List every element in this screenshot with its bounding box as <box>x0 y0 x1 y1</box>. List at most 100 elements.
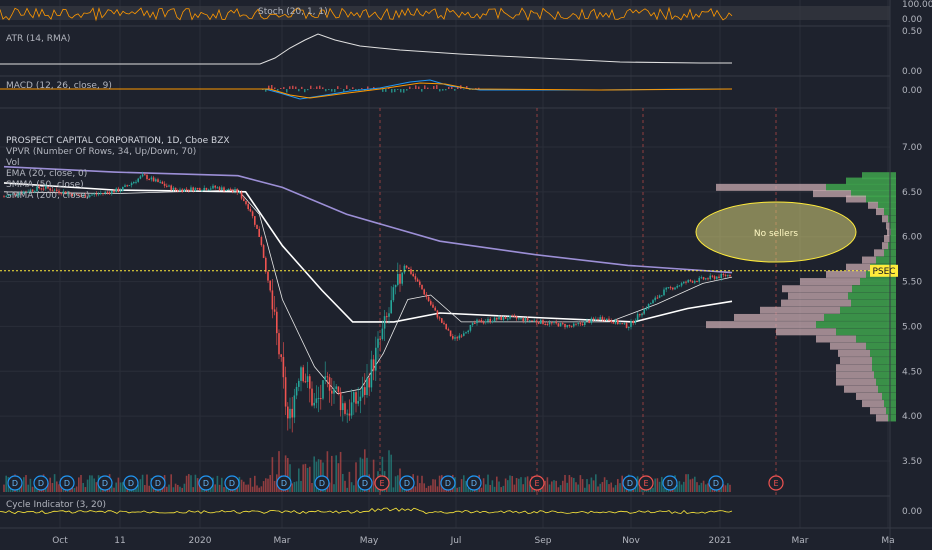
event-marker-label: D <box>102 479 108 488</box>
volume-bar <box>361 458 364 492</box>
candle-body <box>656 297 659 299</box>
vpvr-row-up <box>872 364 896 372</box>
macd-hist-bar <box>391 89 393 93</box>
legend-vpvr[interactable]: VPVR (Number Of Rows, 34, Up/Down, 70) <box>6 147 196 157</box>
candle-body <box>293 395 296 418</box>
candle-body <box>518 318 520 320</box>
volume-bar <box>619 483 621 492</box>
volume-bar <box>623 485 626 492</box>
volume-bar <box>298 468 300 492</box>
macd-hist-bar <box>343 89 345 93</box>
chart-title: PROSPECT CAPITAL CORPORATION, 1D, Cboe B… <box>6 136 230 146</box>
volume-bar <box>491 480 494 492</box>
legend-vol[interactable]: Vol <box>6 158 19 168</box>
candle-body <box>139 176 142 179</box>
volume-bar <box>366 457 368 492</box>
candle-body <box>685 281 687 283</box>
volume-bar <box>502 485 505 492</box>
volume-bar <box>425 487 428 492</box>
candle-body <box>194 188 197 191</box>
candle-body <box>89 195 91 197</box>
candle-body <box>240 192 243 199</box>
candle-body <box>71 193 73 197</box>
legend-smma-200[interactable]: SMMA (200, close) <box>6 191 89 201</box>
macd-hist-bar <box>289 86 291 89</box>
candle-body <box>667 287 670 289</box>
volume-bar <box>89 475 91 492</box>
macd-hist-bar <box>454 89 456 91</box>
candle-body <box>355 392 357 404</box>
vpvr-row-up <box>866 195 896 203</box>
event-marker-label: D <box>38 479 44 488</box>
candle-body <box>551 322 553 324</box>
volume-bar <box>720 485 722 492</box>
candle-body <box>524 317 527 322</box>
vpvr-row-down <box>781 299 851 307</box>
volume-bar <box>339 451 342 492</box>
candle-body <box>282 356 285 378</box>
vpvr-row-up <box>870 349 896 357</box>
atr-line <box>0 33 732 65</box>
volume-bar <box>421 475 423 492</box>
candle-body <box>476 319 478 324</box>
price-tick-label: 7.00 <box>902 143 922 153</box>
volume-bar <box>597 486 599 492</box>
time-tick-label: Mar <box>274 536 291 546</box>
cycle-tick-0: 0.00 <box>902 507 922 517</box>
candle-body <box>25 191 27 193</box>
legend-smma-50[interactable]: SMMA (50, close) <box>6 180 84 190</box>
candle-body <box>27 191 29 193</box>
volume-bar <box>183 483 186 492</box>
volume-bar <box>304 463 307 492</box>
candle-body <box>119 190 122 192</box>
candle-body <box>302 367 304 382</box>
vpvr-row-down <box>776 328 836 336</box>
stoch-label: Stoch (20, 1, 1) <box>258 7 328 17</box>
legend-ema[interactable]: EMA (20, close, 0) <box>6 169 87 179</box>
volume-bar <box>82 482 84 492</box>
volume-bar <box>432 479 434 492</box>
time-tick-label: 11 <box>114 536 125 546</box>
vpvr-row-down <box>876 414 888 422</box>
volume-bar <box>480 487 483 492</box>
time-tick-label: May <box>360 536 379 546</box>
event-marker-label: D <box>471 479 477 488</box>
event-marker-dividend <box>440 475 456 491</box>
volume-bar <box>141 474 144 492</box>
volume-bar <box>249 477 252 492</box>
no-sellers-annotation[interactable] <box>695 201 857 263</box>
vpvr-row-up <box>862 172 896 180</box>
vpvr-row-up <box>890 234 896 242</box>
event-marker-label: D <box>713 479 719 488</box>
vpvr-row-up <box>882 392 896 400</box>
candle-body <box>502 316 505 321</box>
candle-body <box>522 318 524 322</box>
candle-body <box>141 174 144 177</box>
volume-bar <box>170 474 172 492</box>
candle-body <box>471 322 474 326</box>
candle-body <box>709 275 711 279</box>
volume-bar <box>487 474 489 492</box>
volume-bar <box>590 477 593 492</box>
volume-bar <box>258 487 260 492</box>
candle-body <box>152 177 155 182</box>
volume-bar <box>573 477 575 492</box>
volume-bar <box>348 471 351 492</box>
volume-bar <box>570 477 573 492</box>
candle-body <box>548 322 551 325</box>
time-tick-label: 2020 <box>189 536 212 546</box>
candle-body <box>238 192 241 194</box>
candle-body <box>333 388 335 394</box>
volume-bar <box>654 478 656 492</box>
event-marker-label: D <box>445 479 451 488</box>
vpvr-row-up <box>836 328 896 336</box>
volume-bar <box>416 475 419 492</box>
vpvr-row-up <box>876 256 896 264</box>
macd-hist-bar <box>352 87 354 89</box>
price-tick-label: 6.50 <box>902 188 922 198</box>
volume-bar <box>680 484 683 492</box>
candle-body <box>379 338 381 340</box>
candle-body <box>78 194 80 196</box>
candle-body <box>463 333 465 336</box>
